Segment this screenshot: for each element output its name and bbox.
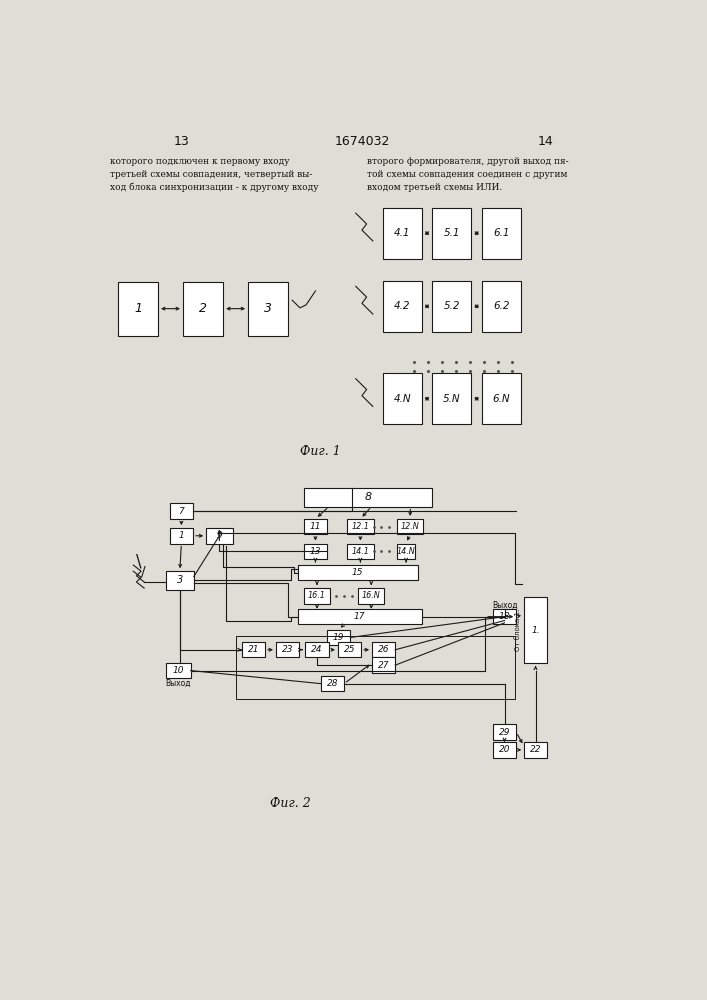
Bar (482, 208, 521, 259)
Text: 13: 13 (173, 135, 189, 148)
Text: 19: 19 (333, 633, 344, 642)
Bar (248, 282, 288, 336)
Bar (305, 642, 329, 657)
Bar (383, 208, 421, 259)
Text: 1.: 1. (531, 626, 540, 635)
Text: Фиг. 2: Фиг. 2 (269, 797, 310, 810)
Text: 14.1: 14.1 (351, 547, 369, 556)
Bar (493, 742, 516, 758)
Text: 17: 17 (354, 612, 366, 621)
Text: второго формирователя, другой выход пя-
той схемы совпадения соединен с другим
в: второго формирователя, другой выход пя- … (368, 157, 569, 192)
Bar (433, 373, 472, 424)
Text: 14: 14 (538, 135, 554, 148)
Text: Выход: Выход (492, 601, 518, 610)
Text: 23: 23 (282, 645, 293, 654)
Text: \: \ (136, 553, 142, 571)
Text: От блока 1.: От блока 1. (515, 609, 522, 651)
Bar (276, 642, 299, 657)
Bar (433, 208, 472, 259)
Bar (183, 282, 223, 336)
Bar (298, 565, 418, 580)
Bar (397, 544, 416, 559)
Bar (304, 519, 327, 534)
Bar (118, 282, 158, 336)
Bar (347, 519, 373, 534)
Bar (166, 663, 191, 678)
Text: 25: 25 (344, 645, 356, 654)
Bar (347, 544, 373, 559)
Bar (433, 281, 472, 332)
Text: 29: 29 (499, 728, 510, 737)
Bar (372, 657, 395, 673)
Text: 16.1: 16.1 (308, 591, 326, 600)
Text: 1: 1 (134, 302, 142, 315)
Bar (304, 488, 432, 507)
Bar (170, 503, 193, 519)
Text: 11: 11 (310, 522, 321, 531)
Bar (304, 588, 330, 604)
Bar (383, 281, 421, 332)
Text: /: / (141, 565, 146, 579)
Text: 27: 27 (378, 661, 390, 670)
Bar (298, 609, 421, 624)
Text: 5.N: 5.N (443, 394, 461, 404)
Text: 6.1: 6.1 (493, 228, 510, 238)
Text: Выход: Выход (165, 679, 191, 688)
Text: 3: 3 (264, 302, 272, 315)
Bar (397, 519, 423, 534)
Text: 22: 22 (530, 745, 542, 754)
Bar (358, 588, 385, 604)
Text: 13: 13 (310, 547, 321, 556)
Bar (242, 642, 265, 657)
Bar (304, 544, 327, 559)
Text: 16.N: 16.N (362, 591, 380, 600)
Bar (372, 642, 395, 657)
Bar (166, 571, 194, 590)
Bar (383, 373, 421, 424)
Text: 4.2: 4.2 (394, 301, 411, 311)
Text: 3: 3 (177, 575, 183, 585)
Bar (327, 630, 351, 645)
Text: 21: 21 (247, 645, 259, 654)
Bar (206, 528, 233, 544)
Bar (321, 676, 344, 691)
Bar (482, 373, 521, 424)
Text: 20: 20 (499, 745, 510, 754)
Text: 5.1: 5.1 (443, 228, 460, 238)
Bar (235, 636, 515, 699)
Bar (524, 742, 547, 758)
Text: 1: 1 (178, 531, 185, 540)
Text: 24: 24 (311, 645, 323, 654)
Bar (493, 724, 516, 740)
Text: 5.2: 5.2 (443, 301, 460, 311)
Text: 6.2: 6.2 (493, 301, 510, 311)
Bar (524, 597, 547, 663)
Text: 4.N: 4.N (393, 394, 411, 404)
Text: 12.1: 12.1 (351, 522, 369, 531)
Text: 12.N: 12.N (401, 522, 419, 531)
Bar (493, 609, 516, 624)
Bar (170, 528, 193, 544)
Text: 6.N: 6.N (493, 394, 510, 404)
Text: 2: 2 (199, 302, 207, 315)
Text: 1674032: 1674032 (334, 135, 390, 148)
Text: 10: 10 (173, 666, 184, 675)
Text: 15: 15 (352, 568, 363, 577)
Text: которого подключен к первому входу
третьей схемы совпадения, четвертый вы-
ход б: которого подключен к первому входу треть… (110, 157, 319, 192)
Bar (482, 281, 521, 332)
Text: 4.1: 4.1 (394, 228, 411, 238)
Bar (338, 642, 361, 657)
Text: 28: 28 (327, 679, 338, 688)
Text: 18: 18 (499, 612, 510, 621)
Text: 9: 9 (216, 531, 222, 540)
Text: Фиг. 1: Фиг. 1 (300, 445, 341, 458)
Text: 14.N: 14.N (397, 547, 416, 556)
Text: 26: 26 (378, 645, 390, 654)
Text: 8: 8 (364, 492, 371, 502)
Text: 7: 7 (178, 507, 185, 516)
